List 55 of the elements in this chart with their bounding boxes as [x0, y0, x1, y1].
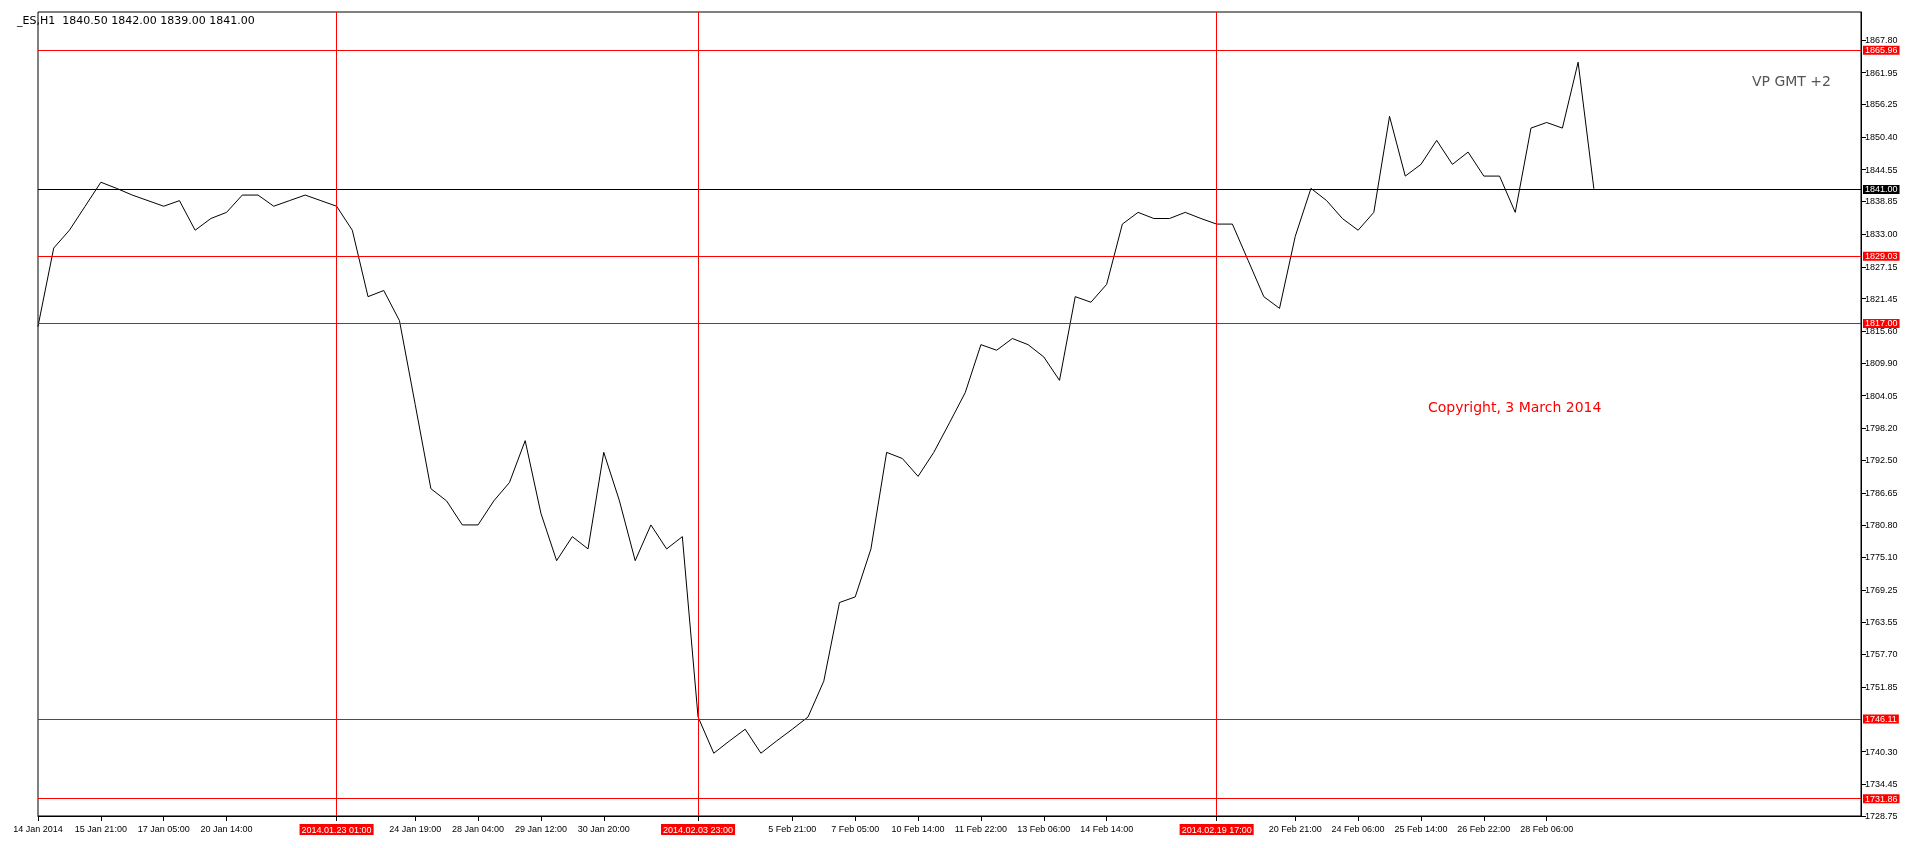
y-tick-label: 1780.80 [1865, 520, 1898, 531]
x-tick-label: 24 Feb 06:00 [1331, 823, 1385, 834]
x-tick-label: 28 Feb 06:00 [1520, 823, 1574, 834]
y-tick-label: 1867.80 [1865, 34, 1898, 45]
annotation: VP GMT +2 [1751, 73, 1832, 89]
x-tick-label: 7 Feb 05:00 [831, 823, 880, 834]
y-tick-label: 1798.20 [1865, 423, 1898, 434]
y-tick-label: 1786.65 [1865, 487, 1898, 498]
x-tick-label: 29 Jan 12:00 [514, 823, 567, 834]
ref-line-label: 1746.11 [1865, 714, 1897, 725]
y-tick-label: 1815.60 [1865, 326, 1898, 337]
x-tick-label: 2014.01.23 01:00 [301, 824, 372, 835]
y-tick-label: 1809.90 [1865, 358, 1898, 369]
x-tick-label: 13 Feb 06:00 [1017, 823, 1071, 834]
x-tick-label: 26 Feb 22:00 [1457, 823, 1511, 834]
y-tick-label: 1821.45 [1865, 293, 1898, 304]
x-tick-label: 14 Feb 14:00 [1080, 823, 1134, 834]
ref-line-label: 1817.00 [1865, 318, 1898, 329]
y-tick-label: 1838.85 [1865, 196, 1898, 207]
y-tick-label: 1850.40 [1865, 132, 1898, 143]
y-tick-label: 1804.05 [1865, 390, 1898, 401]
y-tick-label: 1775.10 [1865, 552, 1898, 563]
x-tick-label: 2014.02.03 23:00 [663, 824, 734, 835]
x-tick-label: 15 Jan 21:00 [74, 823, 127, 834]
y-tick-label: 1734.45 [1865, 779, 1898, 790]
y-tick-label: 1751.85 [1865, 682, 1898, 693]
ref-line-label: 1731.86 [1865, 793, 1898, 804]
annotation: Copyright, 3 March 2014 [1428, 399, 1602, 415]
x-tick-label: 20 Jan 14:00 [200, 823, 253, 834]
x-tick-label: 5 Feb 21:00 [768, 823, 817, 834]
x-tick-label: 11 Feb 22:00 [954, 823, 1008, 834]
y-tick-label: 1861.95 [1865, 67, 1898, 78]
x-tick-label: 10 Feb 14:00 [891, 823, 945, 834]
x-tick-label: 2014.02.19 17:00 [1181, 824, 1252, 835]
y-tick-label: 1769.25 [1865, 584, 1898, 595]
y-tick-label: 1740.30 [1865, 746, 1898, 757]
x-tick-label: 30 Jan 20:00 [577, 823, 630, 834]
y-tick-label: 1763.55 [1865, 616, 1898, 627]
y-tick-label: 1792.50 [1865, 455, 1898, 466]
y-tick-label: 1728.75 [1865, 811, 1898, 821]
y-tick-label: 1757.70 [1865, 649, 1898, 660]
y-tick-label: 1833.00 [1865, 229, 1898, 240]
chart-title: _ES,H1 1840.50 1842.00 1839.00 1841.00 [16, 14, 255, 27]
ref-line-label: 1841.00 [1865, 184, 1898, 195]
y-tick-label: 1827.15 [1865, 261, 1898, 272]
x-tick-label: 24 Jan 19:00 [389, 823, 442, 834]
y-tick-label: 1844.55 [1865, 164, 1898, 175]
x-tick-label: 25 Feb 14:00 [1394, 823, 1448, 834]
y-tick-label: 1856.25 [1865, 99, 1898, 110]
x-tick-label: 17 Jan 05:00 [137, 823, 190, 834]
x-tick-label: 20 Feb 21:00 [1268, 823, 1322, 834]
ref-line-label: 1865.96 [1865, 45, 1898, 56]
x-tick-label: 28 Jan 04:00 [452, 823, 505, 834]
x-tick-label: 14 Jan 2014 [13, 823, 63, 834]
ref-line-label: 1829.03 [1865, 251, 1898, 262]
